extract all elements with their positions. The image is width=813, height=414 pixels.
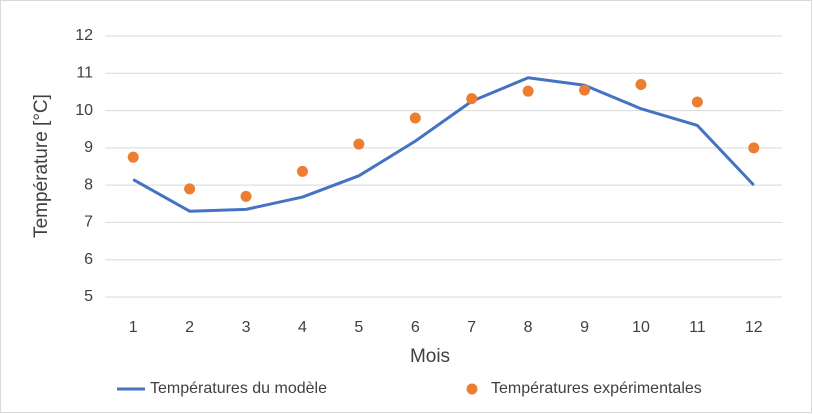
point <box>579 84 591 96</box>
x-tick-label: 5 <box>354 319 363 336</box>
y-tick-label: 8 <box>84 176 93 193</box>
point <box>353 138 365 150</box>
x-tick-label: 7 <box>467 319 476 336</box>
legend-label: Températures expérimentales <box>491 380 702 397</box>
y-tick-label: 12 <box>75 27 93 44</box>
x-tick-label: 9 <box>580 319 589 336</box>
y-tick-label: 10 <box>75 102 93 119</box>
point <box>409 112 421 124</box>
x-tick-label: 3 <box>242 319 251 336</box>
y-tick-label: 11 <box>76 65 93 82</box>
point <box>296 165 308 177</box>
point <box>466 93 478 105</box>
legend-label: Températures du modèle <box>150 380 327 397</box>
y-tick-label: 7 <box>84 214 93 231</box>
point <box>691 96 703 108</box>
point <box>240 190 252 202</box>
x-tick-label: 8 <box>524 319 533 336</box>
legend-swatch <box>466 383 478 395</box>
y-tick-label: 6 <box>84 251 93 268</box>
x-tick-label: 6 <box>411 319 420 336</box>
x-tick-label: 10 <box>632 319 650 336</box>
y-tick-label: 5 <box>84 288 93 305</box>
x-tick-label: 2 <box>185 319 194 336</box>
point <box>748 142 760 154</box>
point <box>522 85 534 97</box>
x-tick-label: 1 <box>129 319 138 336</box>
series-line <box>132 76 755 213</box>
x-axis-title: Mois <box>410 346 450 367</box>
x-tick-label: 12 <box>745 319 763 336</box>
point <box>184 183 196 195</box>
y-tick-label: 9 <box>84 139 93 156</box>
x-tick-label: 4 <box>298 319 307 336</box>
y-axis-title: Température [°C] <box>31 94 52 238</box>
point <box>127 151 139 163</box>
x-tick-label: 11 <box>689 319 706 336</box>
point <box>635 78 647 90</box>
